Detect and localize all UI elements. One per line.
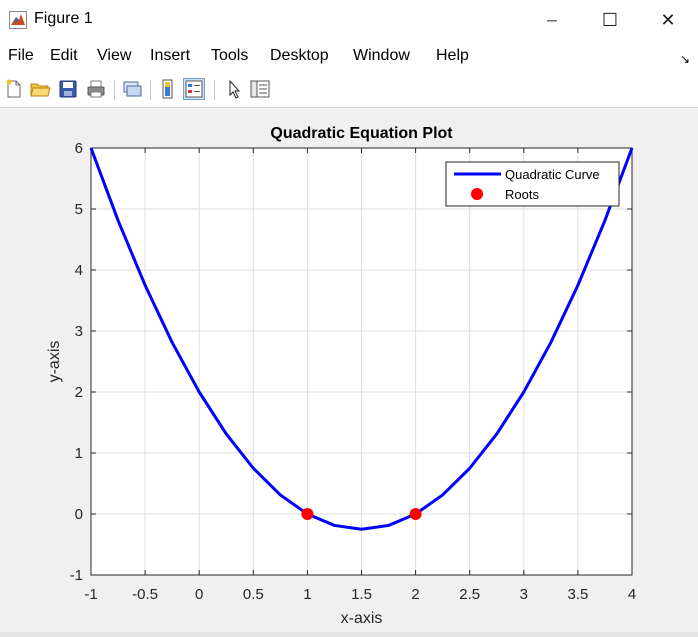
menu-window[interactable]: Window <box>353 47 410 64</box>
menu-overflow-icon[interactable]: ↘ <box>679 52 690 66</box>
y-tick-label: 5 <box>75 201 83 218</box>
y-tick-label: 0 <box>75 506 83 523</box>
menu-file[interactable]: File <box>8 47 34 64</box>
menu-help[interactable]: Help <box>436 47 469 64</box>
close-icon: ✕ <box>660 9 676 30</box>
x-tick-label: 0.5 <box>243 586 264 603</box>
x-tick-label: 4 <box>628 586 636 603</box>
toolbar <box>0 73 698 108</box>
pointer-icon[interactable] <box>223 78 245 100</box>
x-tick-label: 2.5 <box>459 586 480 603</box>
x-axis-label: x-axis <box>341 610 383 627</box>
maximize-icon: ☐ <box>601 9 619 30</box>
open-file-icon[interactable] <box>29 78 51 100</box>
legend-roots-swatch <box>471 188 483 200</box>
menu-edit[interactable]: Edit <box>50 47 78 64</box>
y-tick-label: 6 <box>75 140 83 157</box>
print-icon[interactable] <box>85 78 107 100</box>
x-tick-label: 3.5 <box>567 586 588 603</box>
title-bar: Figure 1 <box>0 0 698 40</box>
toolbar-separator <box>150 80 151 100</box>
legend[interactable]: Quadratic Curve Roots <box>445 161 620 207</box>
x-tick-label: 0 <box>195 586 203 603</box>
x-tick-label: 3 <box>520 586 528 603</box>
y-axis-label: y-axis <box>46 341 63 383</box>
y-tick-label: 4 <box>75 262 83 279</box>
legend-label-roots: Roots <box>505 187 539 202</box>
window-title: Figure 1 <box>34 10 93 27</box>
colorbar-icon[interactable] <box>157 78 179 100</box>
quadratic-curve-line <box>89 147 634 531</box>
root-marker <box>301 508 314 520</box>
legend-label-curve: Quadratic Curve <box>505 167 600 182</box>
root-marker <box>409 508 422 520</box>
toolbar-separator <box>114 80 115 100</box>
y-tick-label: 2 <box>75 384 83 401</box>
legend-icon[interactable] <box>183 78 205 100</box>
x-tick-label: 1 <box>303 586 311 603</box>
x-tick-label: -0.5 <box>132 586 158 603</box>
y-tick-label: 1 <box>75 445 83 462</box>
save-icon[interactable] <box>57 78 79 100</box>
new-figure-icon[interactable] <box>3 78 25 100</box>
minimize-icon: ─ <box>547 12 557 28</box>
matlab-logo-icon <box>9 11 27 29</box>
close-button[interactable]: ✕ <box>645 0 691 40</box>
plot-series <box>89 147 634 531</box>
menu-bar <box>0 40 698 73</box>
maximize-button[interactable]: ☐ <box>587 0 633 40</box>
y-tick-label: -1 <box>70 567 83 584</box>
menu-insert[interactable]: Insert <box>150 47 191 64</box>
axes-frame <box>90 147 633 576</box>
chart-title: Quadratic Equation Plot <box>270 125 453 142</box>
menu-tools[interactable]: Tools <box>211 47 249 64</box>
y-tick-label: 3 <box>75 323 83 340</box>
toolbar-separator <box>214 80 215 100</box>
menu-desktop[interactable]: Desktop <box>270 47 329 64</box>
x-tick-label: -1 <box>84 586 97 603</box>
x-tick-label: 2 <box>411 586 419 603</box>
x-tick-label: 1.5 <box>351 586 372 603</box>
window-bottom-edge <box>0 632 698 637</box>
property-inspector-icon[interactable] <box>249 78 271 100</box>
menu-view[interactable]: View <box>97 47 132 64</box>
minimize-button[interactable]: ─ <box>529 0 575 40</box>
link-icon[interactable] <box>121 78 143 100</box>
